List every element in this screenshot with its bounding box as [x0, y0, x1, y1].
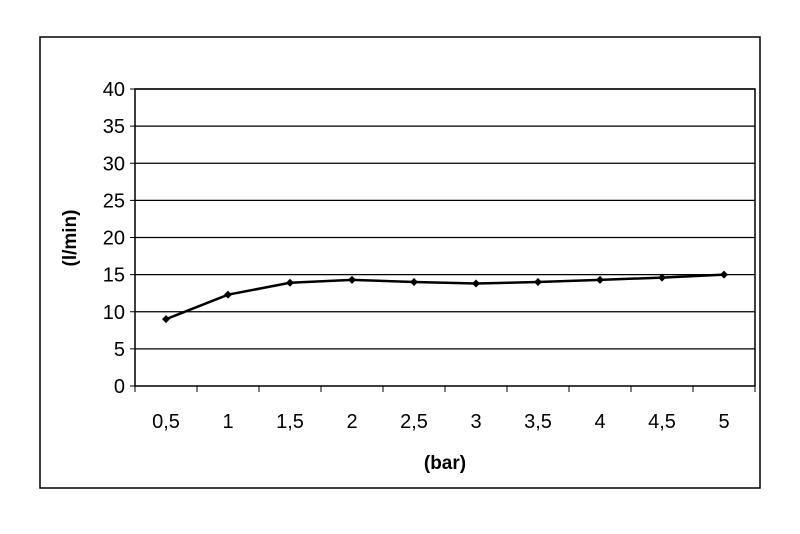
data-point: [286, 278, 294, 287]
x-tick-label: 2,5: [400, 411, 428, 433]
x-axis-label: (bar): [424, 453, 466, 474]
data-point: [534, 278, 542, 287]
data-point: [410, 278, 418, 287]
data-point: [472, 279, 480, 288]
y-tick-label: 0: [114, 376, 125, 398]
y-axis-label: (l/min): [60, 210, 81, 267]
x-tick-label: 4,5: [648, 411, 676, 433]
data-point: [720, 270, 728, 279]
x-tick-label: 5: [718, 411, 729, 433]
chart-frame: [39, 36, 761, 489]
x-tick-label: 3: [470, 411, 481, 433]
x-tick-label: 3,5: [524, 411, 552, 433]
data-point: [658, 273, 666, 282]
y-tick-label: 40: [103, 79, 125, 101]
data-point: [224, 290, 232, 299]
data-point: [348, 275, 356, 284]
y-tick-label: 15: [103, 265, 125, 287]
x-tick-label: 1,5: [276, 411, 304, 433]
y-tick-label: 5: [114, 339, 125, 361]
data-point: [596, 275, 604, 284]
x-tick-label: 1: [222, 411, 233, 433]
y-tick-label: 10: [103, 302, 125, 324]
y-tick-label: 30: [103, 153, 125, 175]
data-point: [162, 315, 170, 324]
series-line: [165, 273, 725, 321]
y-tick-label: 20: [103, 228, 125, 250]
x-tick-label: 0,5: [152, 411, 180, 433]
x-tick-label: 4: [594, 411, 605, 433]
y-tick-label: 35: [103, 116, 125, 138]
x-tick-label: 2: [346, 411, 357, 433]
y-tick-label: 25: [103, 190, 125, 212]
